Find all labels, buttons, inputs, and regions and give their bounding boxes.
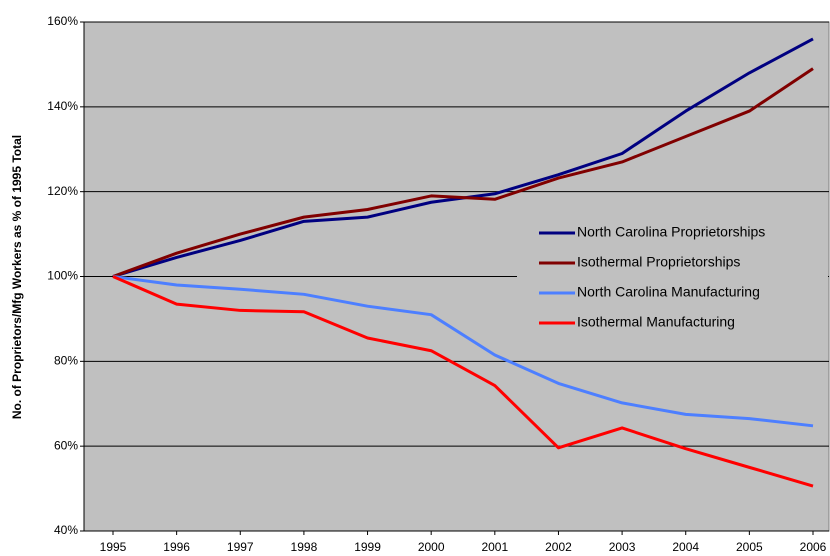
series-line [112,67,814,278]
x-tick-label: 2004 [672,540,699,554]
x-tick-label: 2006 [800,540,827,554]
x-tick-label: 2003 [609,540,636,554]
y-tick-label: 100% [47,269,78,283]
y-tick-label: 60% [54,438,78,452]
y-tick-label: 120% [47,184,78,198]
x-tick-label: 2001 [481,540,508,554]
x-tick-label: 1999 [354,540,381,554]
legend-label: Isothermal Proprietorships [577,254,740,270]
series-line [112,275,814,428]
y-tick-label: 140% [47,99,78,113]
x-tick-label: 1995 [100,540,127,554]
y-axis-title: No. of Proprietors/Mfg Workers as % of 1… [10,135,24,419]
legend-label: North Carolina Proprietorships [577,224,765,240]
x-tick-label: 2002 [545,540,572,554]
x-tick-label: 2000 [418,540,445,554]
legend-label: North Carolina Manufacturing [577,284,760,300]
x-tick-label: 1998 [291,540,318,554]
legend-label: Isothermal Manufacturing [577,314,735,330]
x-tick-label: 1996 [163,540,190,554]
y-tick-label: 160% [47,14,78,28]
legend [517,218,828,338]
x-tick-label: 2005 [736,540,763,554]
lines [112,37,814,488]
y-tick-label: 40% [54,523,78,537]
series-line [112,275,814,488]
y-tick-label: 80% [54,354,78,368]
x-tick-label: 1997 [227,540,254,554]
